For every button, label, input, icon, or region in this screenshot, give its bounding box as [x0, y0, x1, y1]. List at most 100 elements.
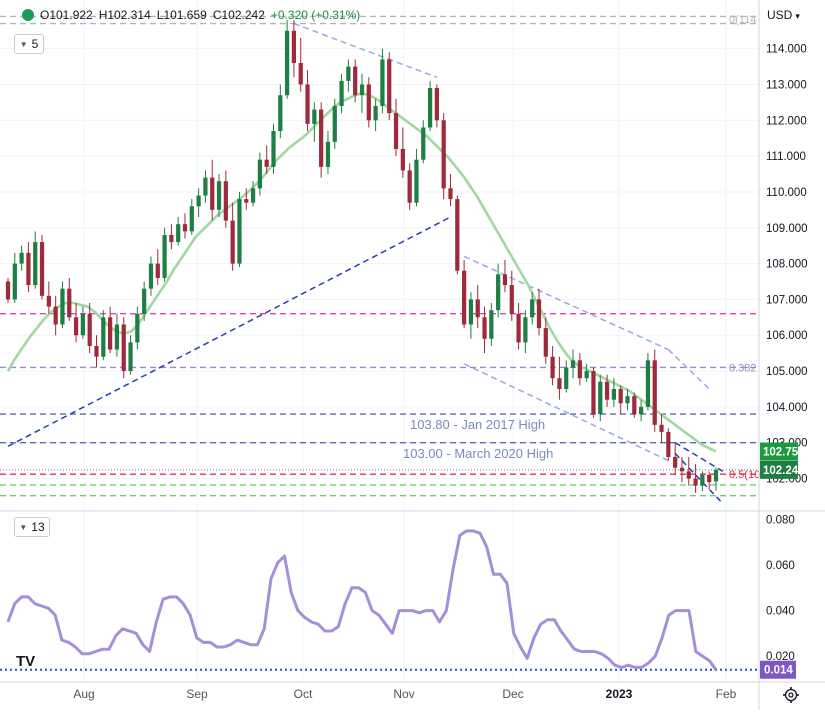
candle[interactable]	[407, 163, 412, 210]
candle[interactable]	[339, 73, 344, 114]
candle[interactable]	[482, 306, 487, 354]
candle[interactable]	[523, 310, 528, 354]
candle[interactable]	[291, 20, 297, 78]
candle[interactable]	[693, 464, 698, 493]
candle[interactable]	[257, 152, 262, 196]
candle[interactable]	[189, 199, 194, 235]
candle[interactable]	[148, 256, 154, 296]
candle[interactable]	[142, 281, 147, 321]
candle[interactable]	[182, 213, 188, 239]
candle[interactable]	[285, 20, 290, 99]
candle[interactable]	[12, 252, 17, 303]
candle[interactable]	[387, 52, 392, 121]
candle[interactable]	[550, 345, 555, 386]
candle[interactable]	[618, 385, 623, 415]
march-2020-high-annotation[interactable]: 103.00 - March 2020 High	[403, 446, 553, 461]
candle[interactable]	[94, 335, 99, 368]
candle[interactable]	[570, 349, 576, 379]
indicator-pane-toggle[interactable]: ▼ 13	[14, 517, 50, 537]
candle[interactable]	[298, 37, 303, 92]
candle[interactable]	[652, 349, 657, 432]
candle[interactable]	[598, 374, 603, 422]
candle[interactable]	[639, 399, 644, 422]
candle[interactable]	[591, 367, 596, 418]
candle[interactable]	[393, 98, 399, 157]
candle[interactable]	[502, 260, 508, 293]
candle[interactable]	[87, 302, 92, 354]
candle[interactable]	[196, 188, 201, 218]
candle[interactable]	[216, 174, 222, 218]
candle[interactable]	[659, 414, 664, 443]
visibility-eye-icon[interactable]	[22, 9, 34, 21]
candle[interactable]	[33, 231, 38, 289]
candle[interactable]	[53, 295, 58, 336]
candle[interactable]	[250, 181, 256, 207]
candle[interactable]	[353, 59, 358, 103]
candle[interactable]	[264, 145, 269, 175]
candle[interactable]	[434, 84, 439, 128]
main-pane-indicator-toggle[interactable]: ▼ 5	[14, 34, 44, 54]
candle[interactable]	[604, 374, 610, 407]
candle[interactable]	[237, 191, 242, 268]
candle[interactable]	[325, 131, 331, 175]
jan-2017-high-annotation[interactable]: 103.80 - Jan 2017 High	[410, 417, 545, 432]
candle[interactable]	[135, 306, 140, 350]
candle[interactable]	[19, 245, 24, 271]
trend-line[interactable]	[463, 363, 669, 462]
candle[interactable]	[564, 360, 569, 393]
candle[interactable]	[121, 317, 126, 379]
candle[interactable]	[686, 457, 691, 486]
candle[interactable]	[271, 123, 276, 175]
candle[interactable]	[380, 48, 385, 114]
candle[interactable]	[455, 195, 460, 275]
candle[interactable]	[489, 302, 494, 346]
candle[interactable]	[632, 392, 637, 418]
candle[interactable]	[26, 242, 31, 293]
indicator-line[interactable]	[6, 529, 718, 671]
candle[interactable]	[448, 174, 453, 207]
candle[interactable]	[162, 227, 167, 282]
candle[interactable]	[155, 249, 160, 286]
candle[interactable]	[496, 263, 501, 318]
candle[interactable]	[373, 98, 378, 132]
trend-line[interactable]	[293, 22, 438, 79]
candle[interactable]	[80, 306, 85, 339]
candle[interactable]	[475, 285, 480, 329]
candle[interactable]	[414, 148, 419, 207]
candle[interactable]	[210, 159, 215, 221]
candle[interactable]	[679, 457, 685, 483]
candle[interactable]	[176, 217, 181, 246]
trend-line[interactable]	[674, 452, 724, 505]
candle[interactable]	[223, 170, 228, 228]
candle[interactable]	[427, 80, 433, 132]
candle[interactable]	[584, 363, 589, 382]
candle[interactable]	[543, 317, 548, 364]
candle[interactable]	[230, 202, 235, 271]
candle[interactable]	[468, 292, 474, 339]
candle[interactable]	[645, 353, 651, 411]
candle[interactable]	[5, 277, 11, 303]
candle[interactable]	[128, 335, 133, 375]
candle[interactable]	[673, 442, 678, 475]
candle[interactable]	[516, 302, 521, 350]
candle[interactable]	[509, 270, 514, 321]
trend-line[interactable]	[463, 255, 669, 351]
candle[interactable]	[530, 292, 535, 325]
candle[interactable]	[244, 188, 249, 210]
candle[interactable]	[73, 302, 79, 343]
candle[interactable]	[536, 288, 542, 336]
candle[interactable]	[46, 281, 51, 314]
candle[interactable]	[67, 277, 72, 321]
candle[interactable]	[625, 388, 630, 411]
candle[interactable]	[359, 73, 365, 114]
candle[interactable]	[319, 102, 324, 178]
candle[interactable]	[101, 310, 106, 361]
candle[interactable]	[108, 306, 113, 354]
candle[interactable]	[557, 356, 562, 400]
candle[interactable]	[332, 98, 337, 149]
trend-line[interactable]	[7, 216, 451, 447]
candle[interactable]	[114, 313, 120, 357]
candle[interactable]	[400, 127, 405, 178]
candle[interactable]	[346, 59, 351, 92]
